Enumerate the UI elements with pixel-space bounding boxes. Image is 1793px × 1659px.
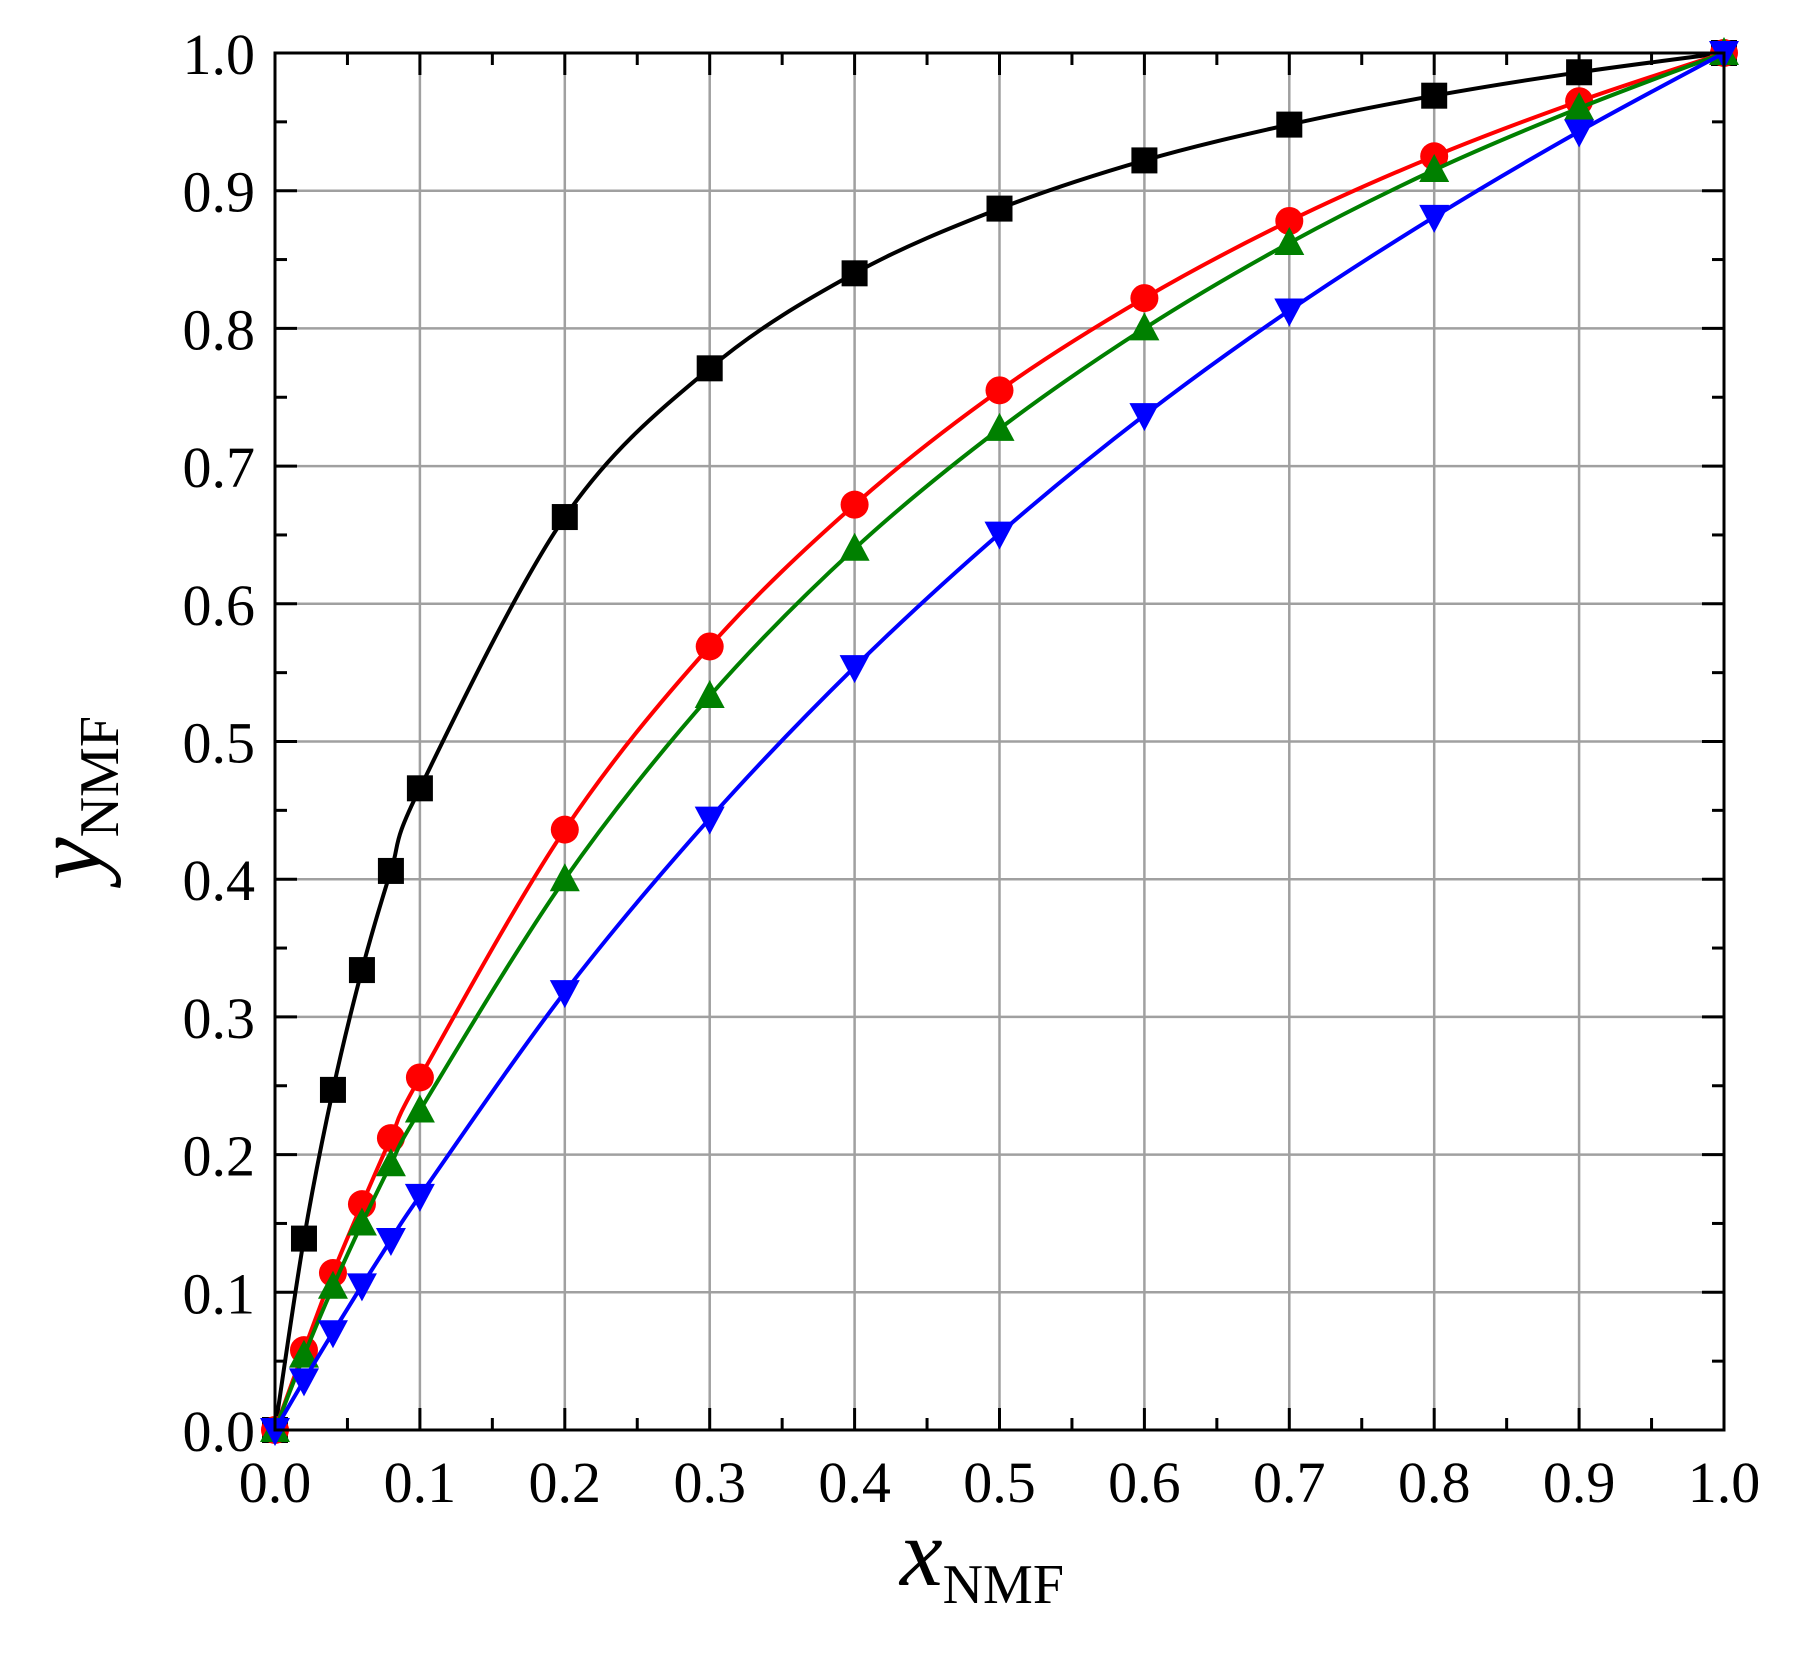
data-point-triangle-down <box>288 1368 319 1397</box>
y-tick-label: 1.0 <box>183 22 256 87</box>
x-tick-label: 0.7 <box>1253 1450 1326 1515</box>
x-axis-subscript: NMF <box>943 1554 1064 1616</box>
x-tick-label: 0.0 <box>239 1450 312 1515</box>
x-tick-label: 0.4 <box>818 1450 891 1515</box>
x-tick-label: 1.0 <box>1688 1450 1761 1515</box>
tick-labels: 0.0 0.1 0.2 0.3 0.4 0.5 0.6 0.7 0.8 0.9 1.0 0.0 0.1 0… <box>183 22 1761 1515</box>
x-tick-label: 0.9 <box>1543 1450 1616 1515</box>
y-axis-label: yNMF <box>14 716 131 889</box>
data-point-circle <box>550 815 579 844</box>
data-point-square <box>1276 111 1303 138</box>
y-tick-label: 0.6 <box>183 573 256 638</box>
y-tick-label: 0.2 <box>183 1124 256 1189</box>
data-point-square <box>1131 147 1158 174</box>
x-tick-label: 0.2 <box>529 1450 602 1515</box>
data-point-triangle-up <box>694 680 725 709</box>
data-point-triangle-up <box>1129 312 1160 341</box>
data-point-circle <box>376 1124 405 1153</box>
data-point-triangle-down <box>1129 403 1160 432</box>
data-point-triangle-down <box>984 521 1015 550</box>
data-point-square <box>696 355 723 382</box>
data-point-square <box>986 195 1013 222</box>
x-tick-label: 0.5 <box>963 1450 1036 1515</box>
y-tick-label: 0.3 <box>183 986 256 1051</box>
y-axis-variable: y <box>14 837 121 889</box>
y-tick-label: 0.1 <box>183 1261 256 1326</box>
data-point-triangle-down <box>375 1227 406 1256</box>
data-point-circle <box>1275 206 1304 235</box>
x-axis-variable: x <box>898 1499 943 1606</box>
series-triangle-down <box>260 41 1739 1446</box>
data-point-triangle-down <box>404 1183 435 1212</box>
data-point-triangle-up <box>1564 92 1595 121</box>
data-point-triangle-down <box>346 1273 377 1302</box>
y-tick-label: 0.4 <box>183 848 256 913</box>
data-point-square <box>841 260 868 287</box>
data-point-square <box>1421 82 1448 109</box>
y-tick-label: 0.0 <box>183 1399 256 1464</box>
series-layer <box>260 37 1739 1446</box>
data-point-square <box>290 1225 317 1252</box>
data-point-triangle-down <box>1274 298 1305 327</box>
data-point-square <box>319 1076 346 1103</box>
data-point-triangle-up <box>1274 227 1305 256</box>
data-point-circle <box>405 1063 434 1092</box>
y-tick-label: 0.8 <box>183 297 256 362</box>
data-point-triangle-up <box>404 1094 435 1123</box>
series-line-triangle-down <box>273 51 1725 1432</box>
data-point-triangle-down <box>1564 119 1595 148</box>
data-point-triangle-up <box>288 1339 319 1368</box>
data-point-triangle-down <box>549 980 580 1009</box>
data-point-triangle-down <box>839 655 870 684</box>
data-point-circle <box>840 490 869 519</box>
x-tick-label: 0.1 <box>384 1450 457 1515</box>
data-point-triangle-down <box>317 1320 348 1349</box>
x-tick-label: 0.3 <box>673 1450 746 1515</box>
axis-ticks <box>273 51 1726 1432</box>
data-point-triangle-up <box>346 1207 377 1236</box>
data-point-triangle-up <box>317 1270 348 1299</box>
data-point-triangle-up <box>549 863 580 892</box>
x-axis-label: xNMF <box>898 1499 1064 1616</box>
data-point-circle <box>695 632 724 661</box>
x-tick-label: 0.6 <box>1108 1450 1181 1515</box>
data-point-triangle-down <box>1419 204 1450 233</box>
data-point-triangle-up <box>1419 154 1450 183</box>
series-square <box>262 40 1737 1443</box>
data-point-square <box>348 957 375 984</box>
y-axis-subscript: NMF <box>69 716 131 837</box>
y-tick-label: 0.5 <box>183 711 256 776</box>
data-point-triangle-down <box>260 1418 290 1446</box>
series-circle <box>261 39 1738 1444</box>
y-tick-label: 0.7 <box>183 435 256 500</box>
data-point-square <box>377 857 404 884</box>
data-point-triangle-up <box>375 1148 406 1177</box>
grid-lines <box>275 53 1724 1430</box>
data-point-square <box>551 504 578 531</box>
y-tick-label: 0.9 <box>183 160 256 225</box>
data-point-triangle-up <box>839 532 870 561</box>
data-point-triangle-down <box>694 806 725 835</box>
data-point-square <box>406 775 433 802</box>
data-point-circle <box>985 376 1014 405</box>
data-point-triangle-up <box>984 412 1015 441</box>
data-point-circle <box>1130 284 1159 313</box>
series-triangle-up <box>260 37 1739 1442</box>
x-tick-label: 0.8 <box>1398 1450 1471 1515</box>
